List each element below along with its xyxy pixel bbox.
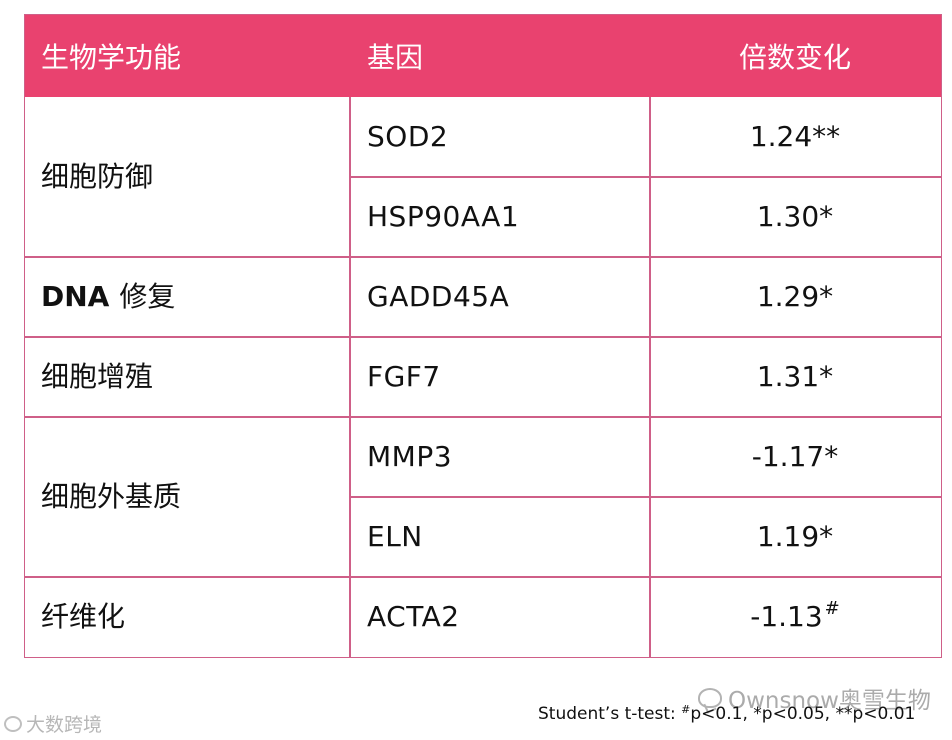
fold-cell: -1.13 # xyxy=(649,577,941,657)
fold-value: -1.13 xyxy=(750,600,823,633)
fold-cell: 1.30* xyxy=(756,200,834,233)
row-divider-6 xyxy=(25,576,941,578)
function-cell-proliferation: 细胞增殖 xyxy=(41,360,154,393)
footnote-part2: *p<0.05, xyxy=(753,704,836,724)
gene-cell: MMP3 xyxy=(367,440,453,473)
function-cell-ecm: 细胞外基质 xyxy=(41,480,182,513)
fold-cell: 1.19* xyxy=(756,520,834,553)
footnote-part3: **p<0.01 xyxy=(835,704,916,724)
row-divider-2 xyxy=(25,256,941,258)
gene-cell: SOD2 xyxy=(367,120,449,153)
header-gene: 基因 xyxy=(367,41,424,74)
function-cell-fibrosis: 纤维化 xyxy=(41,600,126,633)
row-divider-4 xyxy=(25,416,941,418)
row-divider-5 xyxy=(349,496,941,498)
footnote-prefix: Student’s t-test: xyxy=(538,704,682,724)
row-divider-3 xyxy=(25,336,941,338)
header-fold-change: 倍数变化 xyxy=(738,41,851,74)
fold-cell: -1.17* xyxy=(751,440,839,473)
watermark-ownsnow: Ownsnow奥雪生物 xyxy=(698,681,931,715)
fold-cell: 1.24** xyxy=(749,120,841,153)
fold-cell: 1.31* xyxy=(756,360,834,393)
brand-icon xyxy=(4,715,22,732)
fold-superscript: # xyxy=(824,598,840,619)
footnote-part1: p<0.1, xyxy=(690,704,754,724)
column-divider-1 xyxy=(349,97,351,657)
wechat-icon xyxy=(698,688,722,708)
gene-cell: FGF7 xyxy=(367,360,441,393)
table-header: 生物学功能 基因 倍数变化 xyxy=(25,15,941,97)
gene-cell: ACTA2 xyxy=(367,600,460,633)
gene-cell: ELN xyxy=(367,520,423,553)
watermark-left: 大数跨境 xyxy=(4,710,102,737)
fold-cell: 1.29* xyxy=(756,280,834,313)
column-divider-2 xyxy=(649,97,651,657)
function-cell-dna-repair: DNA 修复 xyxy=(41,257,341,337)
header-function: 生物学功能 xyxy=(41,41,182,74)
gene-expression-table: 生物学功能 基因 倍数变化 细胞防御 SOD2 1.24** HSP90AA1 … xyxy=(24,14,942,658)
footnote-hash: # xyxy=(681,703,691,716)
row-divider-1 xyxy=(349,176,941,178)
function-label: 修复 xyxy=(119,280,176,313)
gene-cell: GADD45A xyxy=(367,280,510,313)
function-cell-defense: 细胞防御 xyxy=(41,160,154,193)
watermark-right-text: Ownsnow奥雪生物 xyxy=(728,688,931,714)
footnote: Student’s t-test: #p<0.1, *p<0.05, **p<0… xyxy=(538,703,916,724)
gene-cell: HSP90AA1 xyxy=(367,200,520,233)
watermark-left-text: 大数跨境 xyxy=(26,714,103,736)
function-prefix: DNA xyxy=(41,280,110,313)
